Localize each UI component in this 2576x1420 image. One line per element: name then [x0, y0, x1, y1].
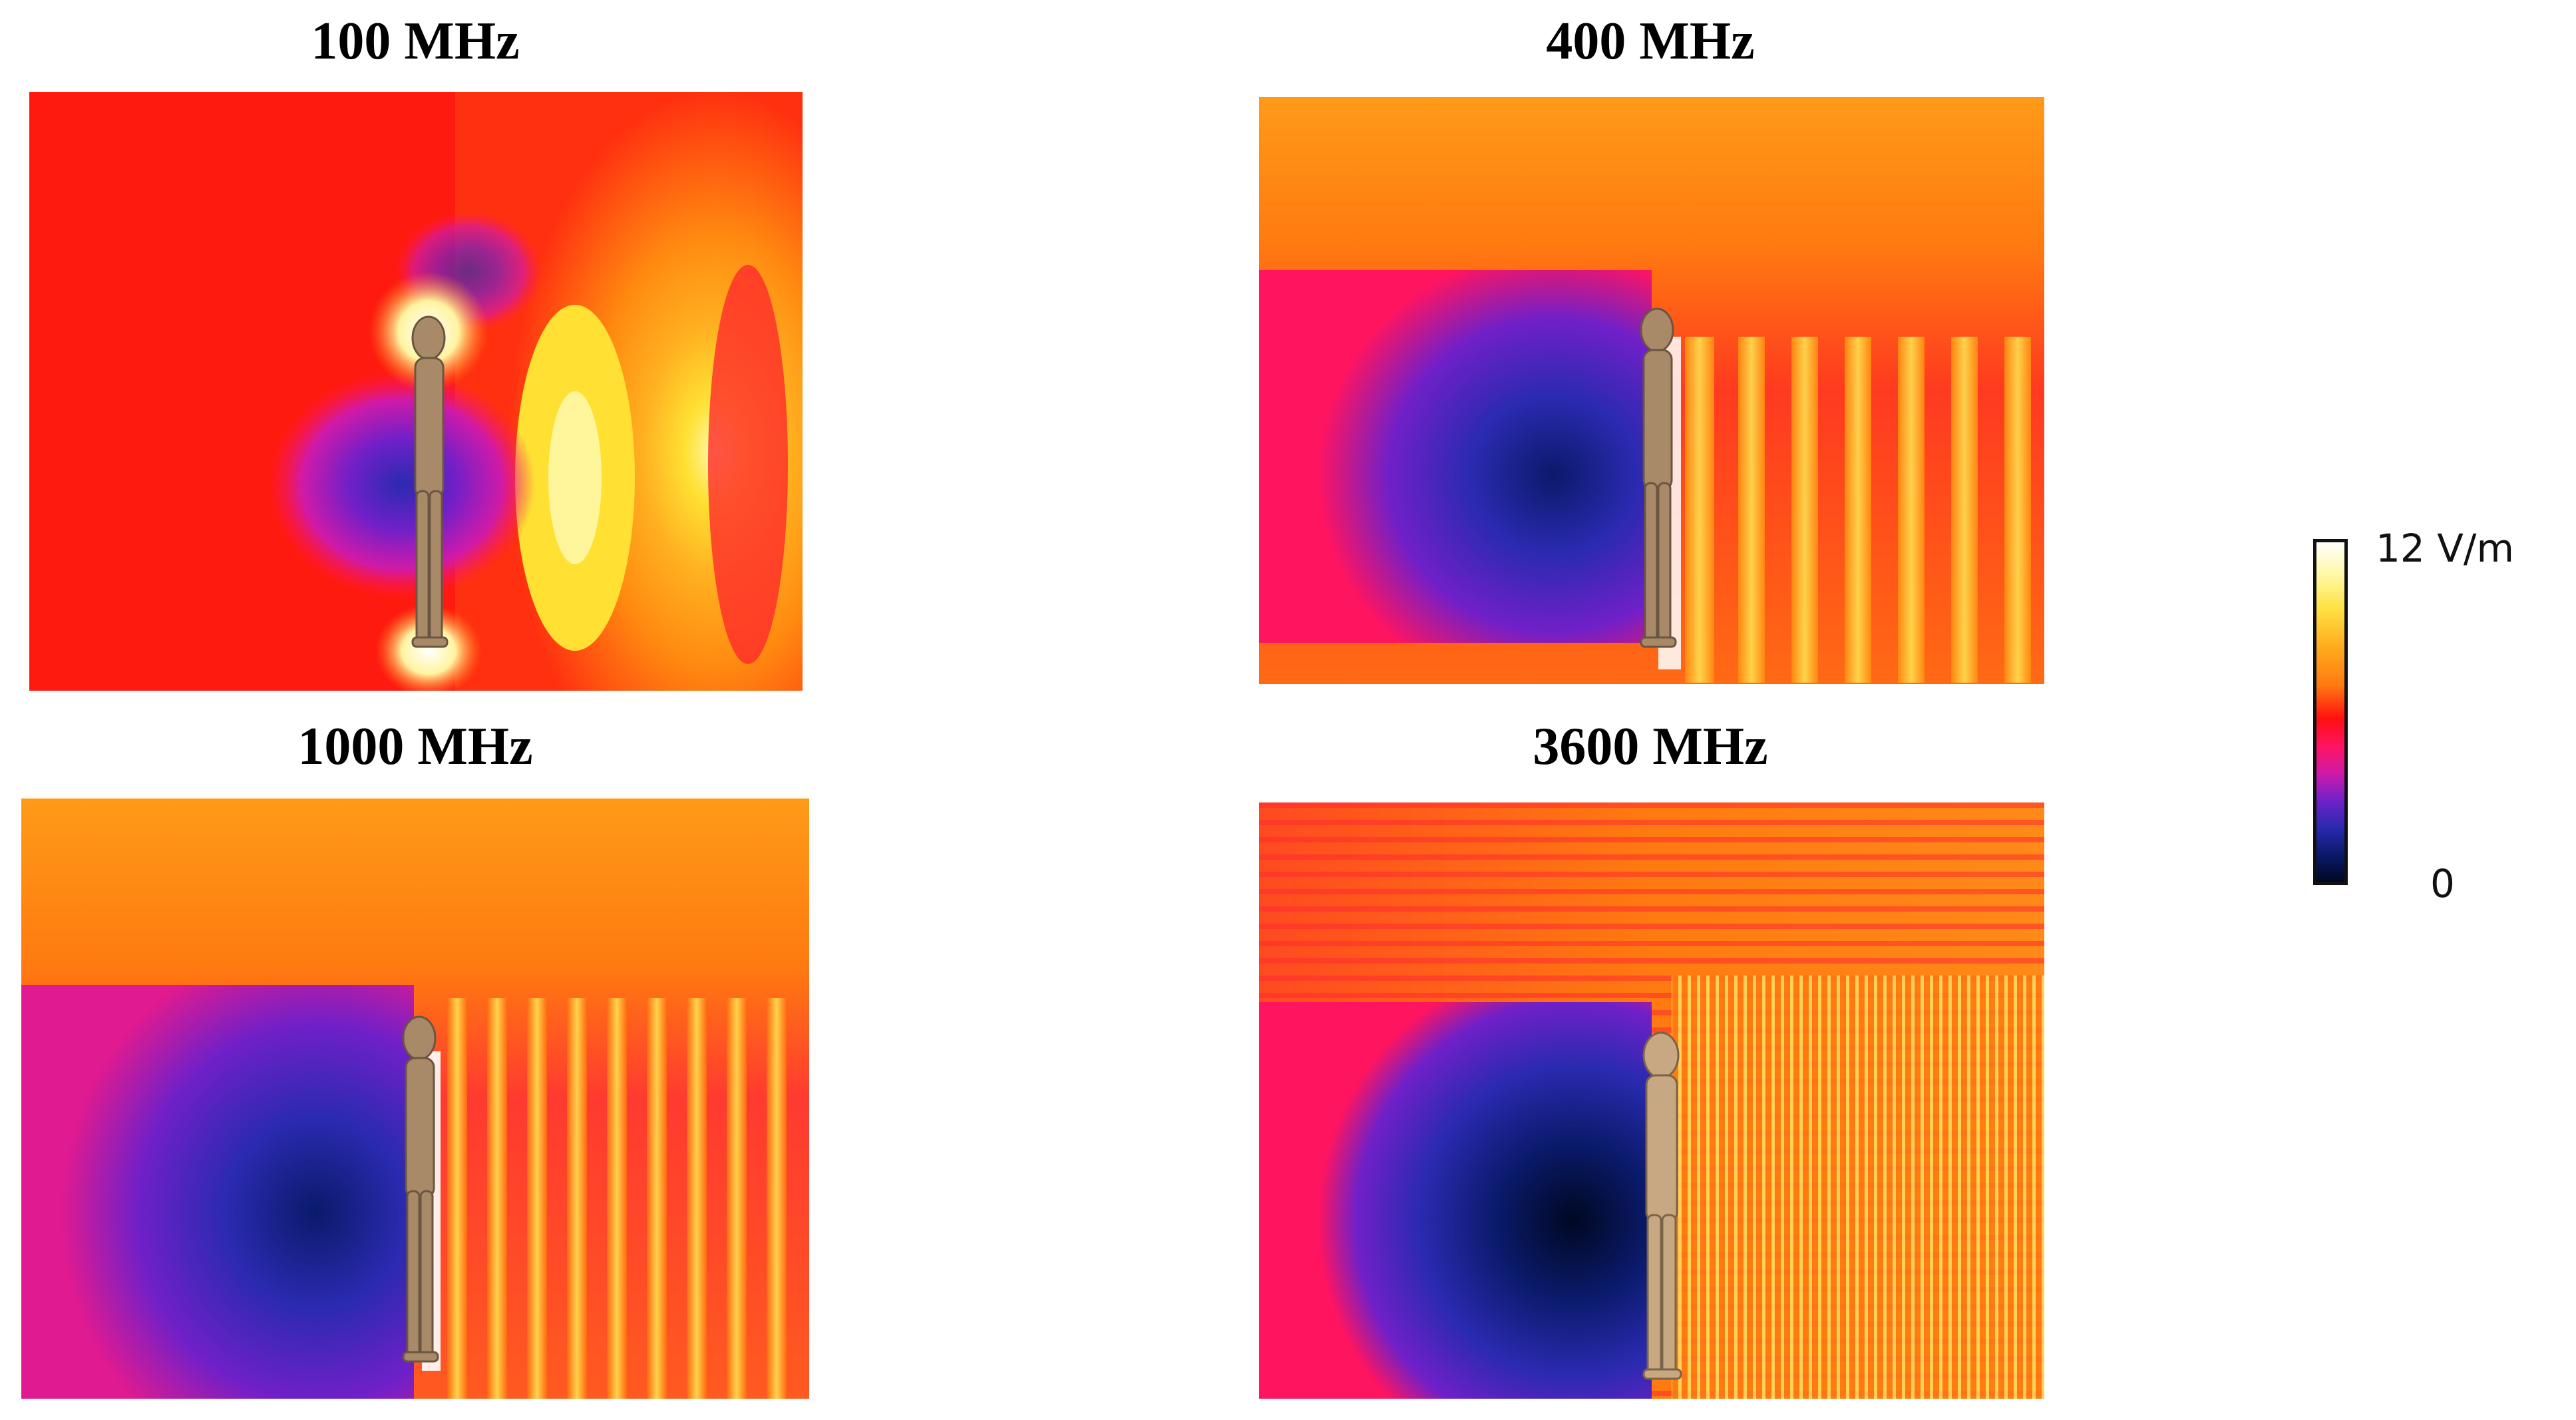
field-map-100mhz — [29, 92, 803, 691]
panel-title-400mhz: 400 MHz — [1546, 12, 1755, 71]
colorbar — [2313, 539, 2348, 885]
field-map-400mhz — [1259, 97, 2044, 684]
colorbar-max-label: 12 V/m — [2376, 526, 2514, 571]
panel-title-3600mhz: 3600 MHz — [1533, 717, 1768, 776]
field-map-3600mhz — [1259, 802, 2044, 1399]
panel-title-1000mhz: 1000 MHz — [297, 717, 533, 776]
panel-title-100mhz: 100 MHz — [311, 12, 520, 71]
colorbar-min-label: 0 — [2430, 861, 2455, 906]
field-map-1000mhz — [21, 799, 809, 1399]
